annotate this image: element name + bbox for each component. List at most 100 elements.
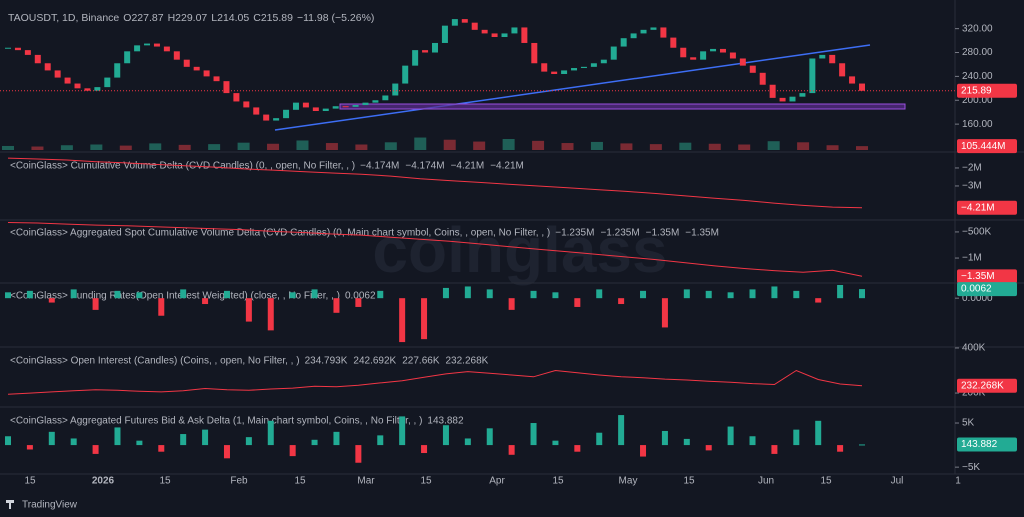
pane-title-value: 234.793K [305, 356, 348, 367]
trend-line [274, 44, 871, 131]
candle [441, 25, 448, 43]
candle [402, 65, 409, 84]
bar [618, 415, 625, 446]
bar [815, 420, 822, 446]
bar [771, 286, 778, 299]
symbol: TAOUSDT, 1D, Binance [8, 12, 119, 24]
candle [551, 71, 558, 74]
bar [705, 290, 712, 299]
x-tick-label: 15 [24, 476, 36, 487]
volume-bar [767, 141, 780, 150]
bar [5, 292, 11, 299]
candle [481, 29, 488, 34]
candle [134, 45, 141, 52]
y-tick-label: −1M [962, 253, 982, 264]
bar [333, 431, 340, 446]
candle [422, 50, 429, 53]
candle [829, 54, 836, 64]
pane-title: <CoinGlass> Funding Rates(Open Interest … [10, 291, 340, 302]
last-value-box [957, 437, 1017, 452]
x-tick-label: 15 [683, 476, 695, 487]
candle [789, 96, 796, 102]
bar [421, 298, 428, 340]
bar [245, 298, 252, 322]
bar [267, 298, 274, 331]
bar [837, 285, 844, 299]
candle [451, 19, 458, 26]
volume-bar [649, 144, 662, 150]
pane-title-value: −1.35M [685, 228, 719, 239]
volume-bar [414, 137, 427, 150]
bar [552, 292, 559, 299]
candle [153, 43, 160, 47]
bar [223, 290, 230, 299]
candle [5, 47, 11, 49]
bar [749, 436, 756, 446]
pane-title-value: −4.174M [360, 161, 399, 172]
volume-bar [208, 144, 221, 150]
y-tick-label: 320.00 [962, 23, 993, 34]
bar [596, 289, 603, 299]
bar [289, 292, 296, 299]
pane-title-value: 143.882 [427, 416, 464, 427]
candle [859, 83, 865, 91]
pane-title-value: −4.21M [490, 161, 524, 172]
volume-bar [149, 143, 162, 150]
candle [163, 46, 170, 52]
x-tick-label: Feb [230, 476, 248, 487]
candle [223, 81, 230, 94]
x-tick-label: 1 [955, 476, 961, 487]
watermark: coinglass [372, 214, 667, 286]
candle [352, 105, 359, 107]
candle [74, 83, 81, 89]
bar [486, 289, 493, 299]
series-line [7, 369, 863, 395]
last-value-box [957, 269, 1017, 284]
bar [92, 298, 99, 310]
y-tick-label: 200.00 [962, 95, 993, 106]
candle [94, 87, 101, 91]
bar [399, 416, 406, 446]
bar [267, 420, 274, 446]
volume-bar [443, 139, 456, 150]
ohlc-key: H [168, 12, 176, 24]
x-tick-label: 15 [159, 476, 171, 487]
candle [511, 27, 518, 34]
bar [464, 438, 471, 446]
volume-bar [119, 145, 132, 150]
bar [311, 439, 318, 446]
candle [312, 107, 319, 111]
bar [727, 292, 734, 299]
candle [362, 102, 369, 106]
candle [580, 66, 587, 69]
bar [180, 434, 187, 446]
bar [202, 429, 209, 446]
volume-bar [90, 144, 103, 150]
last-value-label: −1.35M [961, 271, 995, 282]
bar [574, 445, 581, 452]
x-tick-label: 15 [552, 476, 564, 487]
candle [839, 63, 846, 77]
candle [749, 65, 756, 73]
bar [683, 438, 690, 446]
ohlc-key: C [253, 12, 261, 24]
candle [382, 95, 389, 101]
bar [640, 290, 647, 299]
candle [610, 46, 617, 60]
volume-bar [384, 142, 397, 150]
pane-title-value: −4.21M [451, 161, 485, 172]
candle [690, 57, 697, 60]
candle [263, 114, 270, 121]
footer-brand: TradingView [22, 500, 78, 511]
bar [749, 289, 756, 299]
bar [661, 430, 668, 446]
y-tick-label: 240.00 [962, 71, 993, 82]
bar [399, 298, 406, 343]
bar [26, 290, 33, 299]
bar [640, 445, 647, 457]
bar [771, 445, 778, 454]
candle [332, 106, 339, 109]
bar [333, 298, 340, 313]
